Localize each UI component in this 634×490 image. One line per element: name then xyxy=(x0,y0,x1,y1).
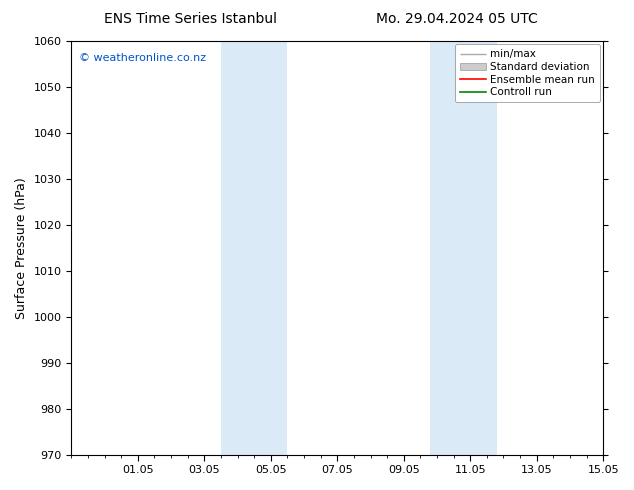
Text: ENS Time Series Istanbul: ENS Time Series Istanbul xyxy=(104,12,276,26)
Y-axis label: Surface Pressure (hPa): Surface Pressure (hPa) xyxy=(15,177,28,318)
Text: Mo. 29.04.2024 05 UTC: Mo. 29.04.2024 05 UTC xyxy=(375,12,538,26)
Legend: min/max, Standard deviation, Ensemble mean run, Controll run: min/max, Standard deviation, Ensemble me… xyxy=(455,44,600,102)
Bar xyxy=(221,41,287,455)
Bar xyxy=(430,41,497,455)
Text: © weatheronline.co.nz: © weatheronline.co.nz xyxy=(79,53,207,64)
